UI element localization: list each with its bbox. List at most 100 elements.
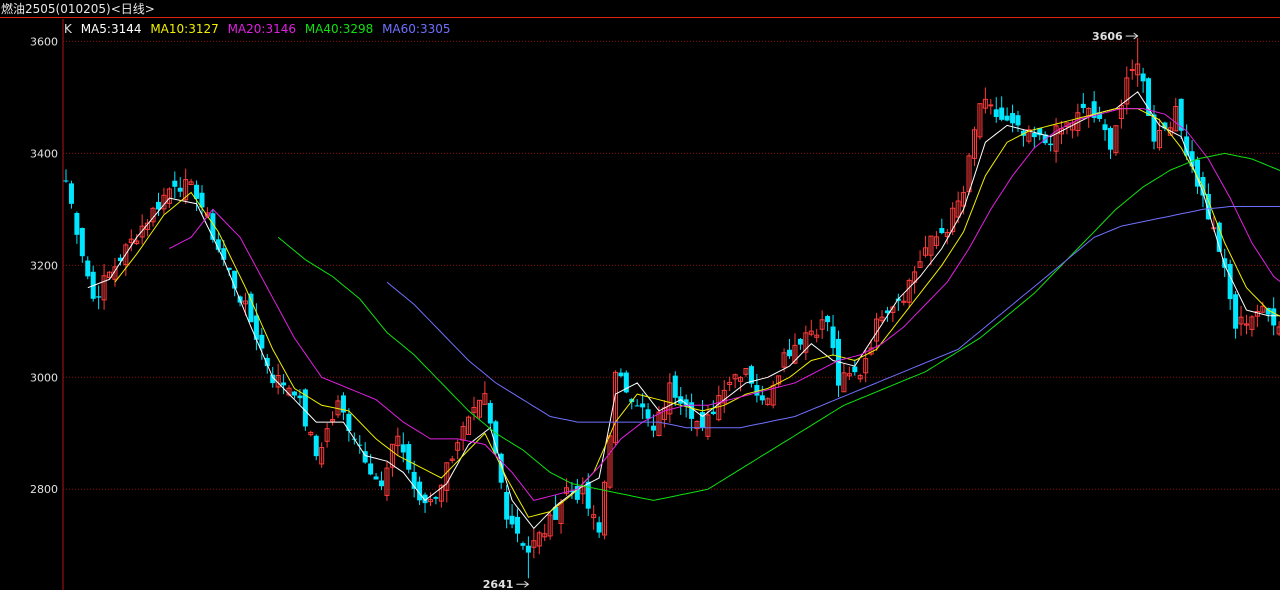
candle-body-up	[923, 247, 929, 256]
candle-body-up	[928, 235, 934, 256]
candle-body-down	[596, 522, 602, 533]
candle-body-up	[738, 377, 744, 382]
candle-body-down	[346, 413, 352, 431]
candle-body-up	[781, 352, 787, 368]
y-tick-label: 3400	[30, 147, 58, 160]
candle-body-down	[368, 463, 374, 475]
legend-ma20: MA20:3146	[227, 22, 296, 36]
candle-body-up	[814, 334, 820, 338]
candle-body-down	[1097, 112, 1103, 119]
candle-body-down	[259, 334, 265, 349]
candle-body-up	[123, 244, 129, 266]
candle-body-up	[846, 373, 852, 377]
candle-body-up	[602, 481, 608, 536]
candle-body-up	[1129, 69, 1135, 72]
candle-body-down	[1091, 101, 1097, 118]
candle-body-up	[721, 389, 727, 404]
legend-ma5: MA5:3144	[80, 22, 142, 36]
candle-body-down	[830, 326, 836, 349]
candle-body-down	[993, 109, 999, 117]
candle-body-up	[536, 532, 542, 547]
candle-body-up	[444, 462, 450, 491]
candle-body-up	[482, 393, 488, 405]
candle-body-up	[330, 419, 336, 422]
annotation-arrow	[524, 580, 530, 588]
candle-body-up	[743, 368, 749, 375]
candle-body-down	[406, 444, 412, 470]
candle-body-down	[1010, 113, 1016, 124]
y-tick-label: 3200	[30, 259, 58, 272]
annotation-label: 2641	[483, 578, 514, 590]
candle-body-up	[694, 420, 700, 430]
candle-body-up	[776, 375, 782, 385]
candle-body-down	[1271, 308, 1277, 326]
candle-body-down	[221, 248, 227, 260]
candle-body-up	[961, 192, 967, 207]
candle-body-down	[710, 411, 716, 415]
candle-body-up	[1124, 77, 1130, 105]
candle-body-up	[1053, 125, 1059, 152]
annotation-label: 3606	[1092, 30, 1123, 43]
candle-body-up	[427, 499, 433, 503]
candle-body-down	[493, 421, 499, 454]
candle-body-down	[226, 267, 232, 270]
candle-body-down	[487, 402, 493, 424]
candle-body-up	[308, 431, 314, 436]
candle-body-down	[232, 270, 238, 289]
candle-body-down	[1216, 222, 1222, 252]
candle-body-down	[645, 409, 651, 419]
candle-body-down	[1178, 98, 1184, 131]
candle-body-up	[879, 316, 885, 322]
candle-body-up	[591, 514, 597, 519]
candle-body-up	[139, 225, 145, 238]
candle-body-up	[1243, 323, 1249, 326]
candle-body-up	[134, 240, 140, 245]
candle-body-down	[797, 338, 803, 345]
candle-body-up	[547, 514, 553, 537]
candle-body-down	[172, 180, 178, 187]
candle-body-down	[672, 375, 678, 398]
candle-body-up	[955, 200, 961, 218]
candle-body-down	[1189, 151, 1195, 167]
candle-body-up	[732, 374, 738, 380]
candle-body-up	[656, 411, 662, 437]
candle-body-down	[417, 481, 423, 501]
candle-body-down	[683, 399, 689, 407]
candle-body-up	[1135, 63, 1141, 76]
candle-body-up	[243, 300, 249, 305]
candle-body-up	[531, 540, 537, 548]
candle-body-down	[74, 213, 80, 235]
candle-body-down	[210, 213, 216, 240]
candle-body-up	[1249, 316, 1255, 330]
candle-body-down	[515, 516, 521, 534]
candle-body-up	[977, 103, 983, 138]
candle-body-up	[792, 344, 798, 364]
candle-body-up	[389, 443, 395, 468]
candle-body-down	[1205, 193, 1211, 220]
candle-body-down	[1233, 294, 1239, 329]
candle-body-up	[1026, 129, 1032, 142]
legend-ma40: MA40:3298	[304, 22, 374, 36]
candle-body-down	[1222, 258, 1228, 268]
candle-body-down	[85, 260, 91, 277]
candle-body-up	[384, 467, 390, 496]
candle-body-down	[79, 227, 85, 257]
candle-body-up	[988, 104, 994, 107]
candle-body-up	[857, 375, 863, 380]
candle-body-down	[68, 183, 74, 204]
candle-body-down	[553, 506, 559, 520]
candle-body-down	[699, 412, 705, 428]
candle-body-down	[177, 187, 183, 192]
candle-body-down	[1162, 122, 1168, 129]
legend-k: K	[64, 22, 72, 36]
candle-body-up	[107, 271, 113, 278]
candle-body-up	[455, 442, 461, 451]
candle-body-up	[1276, 326, 1280, 335]
candle-body-up	[765, 398, 771, 405]
candle-body-down	[63, 180, 69, 182]
candle-body-up	[841, 372, 847, 393]
candle-body-down	[689, 402, 695, 419]
candle-body-down	[1015, 115, 1021, 126]
ma40-line	[277, 152, 1280, 501]
